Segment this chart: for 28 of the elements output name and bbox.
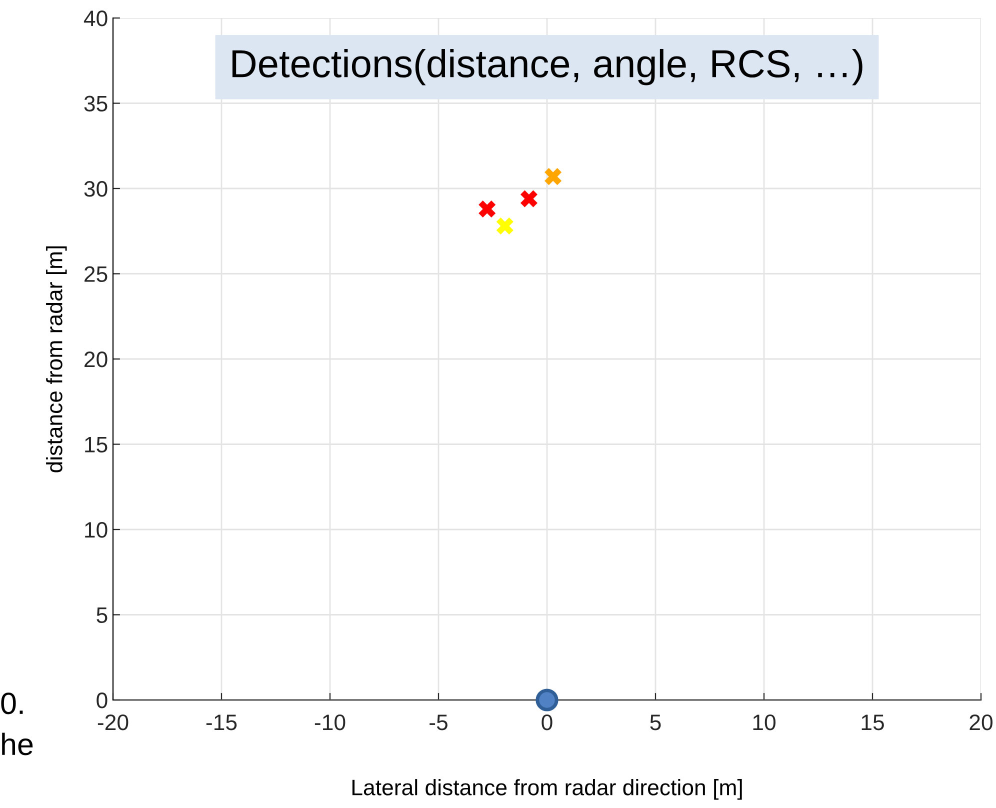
point xyxy=(496,218,514,235)
x-axis-title: Lateral distance from radar direction [m] xyxy=(352,779,742,800)
y-tick-label: 40 xyxy=(84,10,108,26)
y-tick-label: 15 xyxy=(85,437,108,453)
x-tick-label: 5 xyxy=(650,714,661,730)
text: 0. xyxy=(1,692,23,714)
y-axis-title: distance from radar [m] xyxy=(46,246,67,472)
y-tick-label: 35 xyxy=(84,96,108,112)
y-tick-label: 10 xyxy=(85,522,108,538)
x-tick-label: -5 xyxy=(430,714,448,730)
point xyxy=(544,168,562,186)
x-tick-label: 20 xyxy=(970,714,992,730)
text: Detections(distance, angle, RCS, …) xyxy=(232,48,862,86)
x-tick-label: -20 xyxy=(98,714,128,730)
x-tick-label: -15 xyxy=(206,714,237,730)
y-tick-label: 30 xyxy=(84,181,108,197)
point xyxy=(478,200,496,218)
x-tick-label: 10 xyxy=(753,714,776,730)
y-tick-label: 5 xyxy=(96,608,108,624)
x-tick-label: -10 xyxy=(314,714,346,730)
y-tick-label: 20 xyxy=(84,352,108,368)
point xyxy=(520,190,538,208)
y-tick-label: 25 xyxy=(84,266,108,282)
text: he xyxy=(2,732,33,756)
point xyxy=(536,688,558,712)
y-tick-label: 0 xyxy=(96,692,108,708)
x-tick-label: 15 xyxy=(862,714,884,730)
x-tick-label: 0 xyxy=(542,714,552,730)
